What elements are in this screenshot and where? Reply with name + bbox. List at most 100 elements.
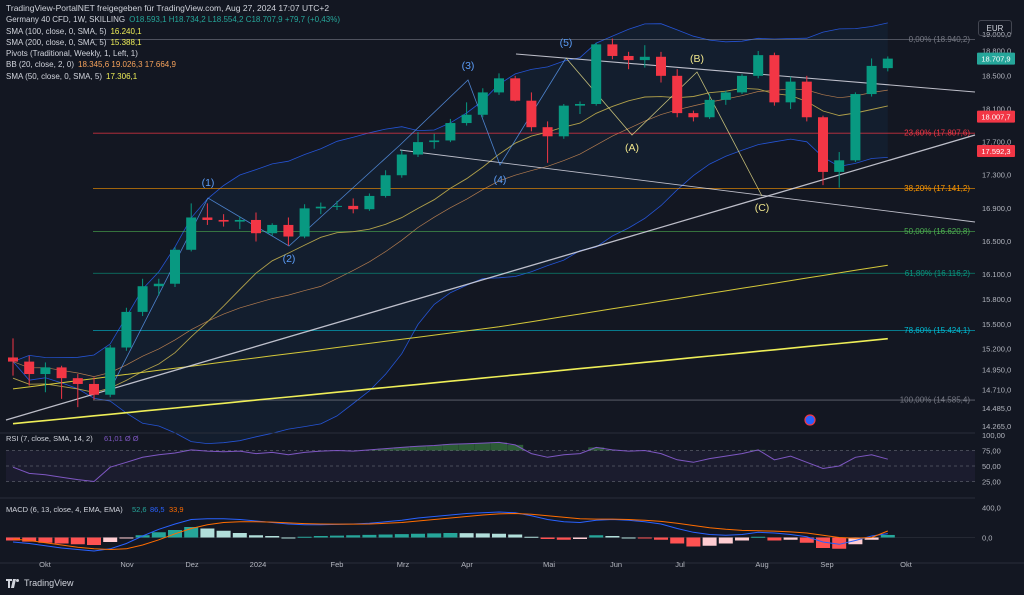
macd-histogram-bar	[200, 528, 215, 538]
price-axis-tick: 15.800,0	[982, 295, 1011, 304]
candle-body	[396, 154, 407, 176]
bollinger-band-area	[13, 22, 888, 444]
rsi-axis-tick: 75,00	[982, 447, 1001, 456]
macd-histogram-bar	[702, 537, 717, 546]
candle-body	[542, 127, 553, 137]
legend-label: SMA (100, close, 0, SMA, 5)	[6, 26, 107, 36]
candle-body	[105, 347, 116, 395]
candle-body	[575, 104, 585, 106]
macd-histogram-bar	[832, 537, 847, 549]
legend-values: 17.306,1	[106, 71, 138, 81]
candle-body	[348, 205, 359, 210]
candle-body	[866, 65, 877, 95]
price-axis-tick: 15.200,0	[982, 345, 1011, 354]
candle-body	[170, 249, 180, 284]
time-axis-label: Okt	[900, 560, 913, 569]
candle-body	[737, 75, 747, 93]
sma-200-line	[12, 337, 888, 425]
price-axis-tick: 16.100,0	[982, 270, 1011, 279]
candle-body	[202, 217, 213, 220]
macd-histogram-bar	[103, 537, 118, 542]
bollinger-middle-line	[12, 88, 888, 377]
macd-histogram-bar	[751, 536, 766, 538]
candle-body	[591, 44, 602, 104]
candle-body	[283, 224, 294, 237]
macd-histogram-bar	[330, 535, 344, 538]
legend-row[interactable]: BB (20, close, 2, 0) 18.345,6 19.026,3 17…	[6, 59, 340, 70]
candle-body	[89, 383, 99, 395]
macd-signal-line	[12, 512, 888, 551]
macd-histogram-bar	[443, 533, 458, 538]
candle-body	[40, 367, 51, 375]
macd-histogram-value: 33,9	[169, 505, 184, 514]
time-axis-label: Jun	[610, 560, 622, 569]
candle-body	[477, 92, 488, 115]
macd-histogram-bar	[589, 535, 604, 538]
macd-histogram-bar	[297, 536, 312, 538]
currency-button[interactable]: EUR	[978, 20, 1012, 36]
legend-row[interactable]: SMA (100, close, 0, SMA, 5) 16.240,1	[6, 26, 340, 37]
rsi-band	[6, 450, 975, 482]
macd-histogram-bar	[621, 537, 636, 539]
macd-histogram-bar	[265, 536, 280, 538]
candle-body	[137, 286, 148, 312]
candle-body	[801, 81, 812, 118]
candle-body	[332, 205, 342, 207]
macd-histogram-bar	[22, 537, 37, 542]
rsi-axis-tick: 50,00	[982, 462, 1001, 471]
fib-level-label: 100,00% (14.585,4)	[900, 396, 971, 405]
macd-histogram-bar	[281, 537, 296, 539]
time-axis-label: Mai	[543, 560, 555, 569]
chart-header: TradingView-PortalNET freigegeben für Tr…	[6, 3, 340, 82]
candle-body	[834, 160, 845, 172]
legend-values: 15.388,1	[110, 37, 142, 47]
macd-histogram-bar	[718, 537, 733, 544]
price-label-value: 18.007,7	[981, 113, 1010, 122]
macd-histogram-bar	[524, 536, 539, 538]
macd-axis-tick: 0,0	[982, 534, 992, 543]
price-label-box	[977, 145, 1015, 158]
candle-body	[704, 99, 715, 118]
candle-body	[72, 378, 83, 384]
macd-histogram-bar	[249, 535, 263, 538]
tradingview-logo[interactable]: TradingView	[6, 578, 74, 588]
candle-body	[8, 357, 18, 362]
macd-histogram-bar	[184, 527, 199, 538]
legend-values: 18.345,6 19.026,3 17.664,9	[78, 60, 176, 70]
price-label-box	[977, 110, 1015, 123]
macd-histogram-bar	[670, 537, 685, 544]
legend-row[interactable]: SMA (200, close, 0, SMA, 5) 15.388,1	[6, 37, 340, 48]
fib-level-label: 0,00% (18.940,2)	[909, 35, 971, 44]
time-axis-label: Mrz	[397, 560, 410, 569]
price-axis-tick: 14.710,0	[982, 385, 1011, 394]
macd-histogram-bar	[362, 534, 377, 538]
price-axis-tick: 17.700,0	[982, 138, 1011, 147]
candle-body	[623, 55, 634, 61]
candle-body	[785, 81, 796, 103]
wave-label: (C)	[755, 202, 770, 214]
candle-body	[850, 94, 861, 161]
candle-body	[510, 78, 521, 101]
macd-histogram-bar	[735, 537, 749, 541]
price-axis-tick: 14.265,0	[982, 422, 1011, 431]
macd-histogram-bar	[605, 536, 620, 538]
legend-row[interactable]: Germany 40 CFD, 1W, SKILLING O18.593,1 H1…	[6, 14, 340, 25]
candle-body	[24, 361, 35, 375]
macd-line	[12, 511, 888, 552]
legend-row[interactable]: Pivots (Traditional, Weekly, 1, Left, 1)	[6, 48, 340, 59]
price-axis-tick: 15.500,0	[982, 320, 1011, 329]
legend-row[interactable]: SMA (50, close, 0, SMA, 5) 17.306,1	[6, 71, 340, 82]
price-axis-tick: 18.500,0	[982, 71, 1011, 80]
macd-histogram-bar	[816, 537, 830, 548]
price-axis-tick: 16.900,0	[982, 204, 1011, 213]
macd-histogram-bar	[394, 534, 409, 538]
macd-histogram-bar	[87, 537, 101, 545]
candle-body	[364, 195, 375, 210]
candle-body	[526, 100, 537, 128]
macd-histogram-bar	[864, 537, 879, 540]
wave-label: (3)	[462, 60, 475, 72]
candle-body	[639, 56, 650, 61]
macd-signal-value: 86,5	[150, 505, 165, 514]
